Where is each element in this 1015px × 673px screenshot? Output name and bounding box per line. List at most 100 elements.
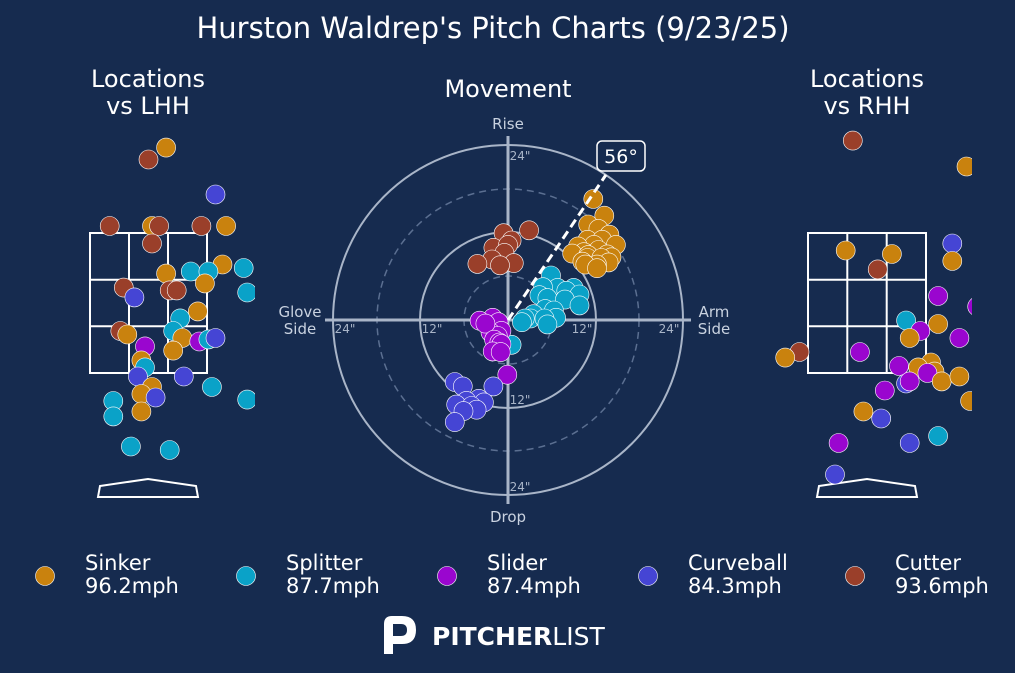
pitcherlist-p-icon xyxy=(384,616,416,654)
movement-dot-splitter xyxy=(569,295,590,316)
rhh-pitch-dot-splitter xyxy=(928,426,948,446)
lhh-panel: Locations vs LHH xyxy=(89,65,255,498)
movement-dot-sinker xyxy=(583,189,604,209)
movement-dot-slider xyxy=(490,342,511,362)
lhh-pitch-dot-sinker xyxy=(117,324,138,345)
lhh-pitch-dot-curveball xyxy=(145,387,166,408)
lhh-pitch-dot-sinker xyxy=(156,263,176,284)
legend-marker-splitter xyxy=(236,566,256,586)
rhh-pitch-dot-sinker xyxy=(899,328,920,348)
legend-marker-sinker xyxy=(35,566,55,586)
brand-light: LIST xyxy=(552,622,605,651)
rhh-pitch-dot-curveball xyxy=(825,464,845,485)
rhh-pitch-dot-slider xyxy=(889,356,909,376)
lhh-pitch-dot-sinker xyxy=(131,401,152,422)
lhh-pitch-dot-sinker xyxy=(195,273,215,294)
movement-dot-splitter xyxy=(537,314,558,335)
movement-dot-cutter xyxy=(467,254,488,274)
lhh-title-line1: Locations xyxy=(91,65,205,93)
rhh-pitch-dot-curveball xyxy=(993,273,1012,292)
rhh-pitch-dot-sinker xyxy=(882,244,902,264)
ring-label-left-12: 12" xyxy=(422,322,443,336)
movement-title: Movement xyxy=(444,75,571,103)
lhh-pitch-dot-curveball xyxy=(205,184,226,205)
legend-velo-splitter: 87.7mph xyxy=(286,574,380,598)
lhh-pitch-dot-splitter xyxy=(202,377,222,397)
rhh-pitch-dot-sinker xyxy=(949,366,970,387)
lhh-title-line2: vs LHH xyxy=(106,92,190,120)
legend-velo-curveball: 84.3mph xyxy=(688,574,782,598)
lhh-pitch-dot-sinker xyxy=(156,137,176,158)
pitcherlist-logo: PITCHERLIST xyxy=(384,616,605,654)
legend-item-slider: Slider 87.4mph xyxy=(437,551,581,598)
legend-velo-sinker: 96.2mph xyxy=(85,574,179,598)
lhh-pitch-dot-splitter xyxy=(237,282,255,303)
lhh-pitch-dot-splitter xyxy=(103,406,124,427)
rhh-pitch-dot-slider xyxy=(949,328,970,348)
legend-name-splitter: Splitter xyxy=(286,551,363,575)
movement-dot-cutter xyxy=(490,255,510,276)
ring-label-bottom-24: 24" xyxy=(510,480,531,494)
arm-angle-badge xyxy=(596,140,646,172)
legend-item-sinker: Sinker 96.2mph xyxy=(35,551,179,598)
movement-dot-slider xyxy=(475,313,496,334)
rhh-pitch-dot-sinker xyxy=(853,401,874,422)
lhh-pitch-dot-splitter xyxy=(237,389,255,410)
movement-dot-curveball xyxy=(483,376,504,397)
ring-label-right-12: 12" xyxy=(572,322,593,336)
lhh-pitch-dot-splitter xyxy=(159,440,180,460)
ring-label-bottom-12: 12" xyxy=(510,393,531,407)
legend-marker-cutter xyxy=(845,566,865,586)
arm-angle-line xyxy=(506,174,608,321)
lhh-pitch-dot-sinker xyxy=(163,340,183,361)
lhh-pitch-dot-cutter xyxy=(166,280,187,301)
movement-dot-slider xyxy=(497,364,518,385)
rhh-pitch-dot-sinker xyxy=(931,371,952,392)
rhh-pitch-dot-slider xyxy=(874,380,895,401)
lhh-pitch-dot-curveball xyxy=(124,287,145,308)
legend-item-splitter: Splitter 87.7mph xyxy=(236,551,380,598)
lhh-pitch-dot-curveball xyxy=(205,328,226,348)
movement-panel: Movement Rise Drop Glove Side Arm Side 2… xyxy=(278,75,730,526)
rhh-pitch-dot-sinker xyxy=(835,240,856,261)
rhh-pitch-dot-slider xyxy=(899,371,920,392)
lhh-pitch-dot-sinker xyxy=(188,301,208,322)
ring-label-left-24: 24" xyxy=(335,322,356,336)
arm-angle-label: 56° xyxy=(604,146,638,168)
axis-label-glove-1: Glove xyxy=(278,303,321,321)
rhh-pitch-dot-curveball xyxy=(899,433,920,453)
rhh-title-line1: Locations xyxy=(810,65,924,93)
axis-label-arm-1: Arm xyxy=(699,303,730,321)
legend-item-cutter: Cutter 93.6mph xyxy=(845,551,989,598)
ring-label-top-24: 24" xyxy=(510,149,531,163)
legend-name-slider: Slider xyxy=(487,551,547,575)
lhh-pitch-dot-splitter xyxy=(121,436,141,457)
axis-label-drop: Drop xyxy=(490,508,526,526)
movement-dots xyxy=(444,189,626,432)
rhh-pitch-dot-sinker xyxy=(960,391,972,411)
legend-velo-cutter: 93.6mph xyxy=(895,574,989,598)
legend: Sinker 96.2mph Splitter 87.7mph Slider 8… xyxy=(35,551,989,598)
movement-dot-splitter xyxy=(512,312,532,333)
legend-name-curveball: Curveball xyxy=(688,551,788,575)
rhh-pitch-dot-slider xyxy=(928,286,948,306)
rhh-pitch-dot-cutter xyxy=(867,259,888,280)
legend-marker-curveball xyxy=(638,566,658,586)
lhh-dots xyxy=(99,137,255,460)
movement-dot-curveball xyxy=(444,412,465,432)
rhh-pitch-dot-sinker xyxy=(942,251,963,271)
rhh-home-plate xyxy=(815,477,919,498)
legend-name-sinker: Sinker xyxy=(85,551,151,575)
legend-velo-slider: 87.4mph xyxy=(487,574,581,598)
lhh-pitch-dot-cutter xyxy=(138,149,159,170)
lhh-pitch-dot-splitter xyxy=(233,258,254,278)
lhh-pitch-dot-cutter xyxy=(99,216,120,236)
lhh-pitch-dot-sinker xyxy=(216,216,236,236)
rhh-pitch-dot-sinker xyxy=(956,156,972,177)
lhh-pitch-dot-curveball xyxy=(174,366,194,387)
rhh-pitch-dot-cutter xyxy=(842,130,863,151)
brand-bold: PITCHER xyxy=(432,622,552,651)
lhh-pitch-dot-cutter xyxy=(191,216,212,236)
rhh-pitch-dot-slider xyxy=(850,342,870,362)
